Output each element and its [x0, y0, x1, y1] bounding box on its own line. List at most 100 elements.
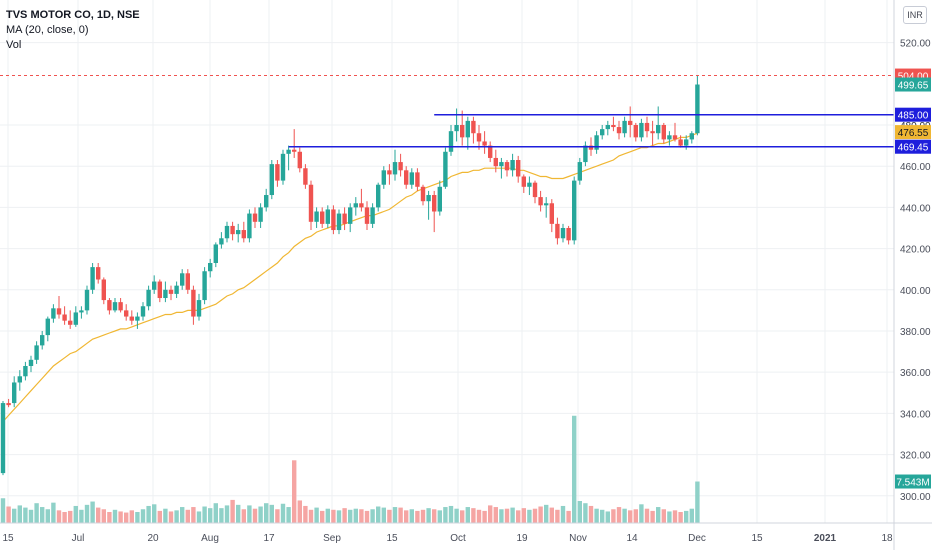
- volume-bar: [684, 510, 689, 523]
- candle-body: [336, 213, 342, 231]
- volume-bar: [28, 509, 34, 523]
- volume-bar: [622, 508, 627, 523]
- candle-body: [208, 263, 213, 272]
- volume-bar: [432, 509, 437, 523]
- x-tick-label: Dec: [688, 533, 706, 544]
- candle-body: [213, 244, 218, 263]
- candle-body: [488, 145, 493, 158]
- volume-bar: [101, 509, 106, 523]
- candle-body: [124, 310, 129, 317]
- candle-body: [12, 382, 17, 404]
- volume-bar: [471, 508, 476, 523]
- last-close-label: 499.65: [898, 81, 929, 92]
- candle-body: [594, 135, 599, 150]
- candle-body: [56, 308, 62, 315]
- candle-body: [577, 162, 582, 181]
- y-tick-label: 460.00: [900, 162, 931, 173]
- candle-body: [264, 195, 269, 208]
- candle-body: [381, 170, 386, 185]
- candle-body: [605, 124, 610, 130]
- candle-body: [297, 151, 302, 169]
- volume-bar: [336, 510, 342, 523]
- volume-bar: [348, 509, 353, 523]
- currency-badge[interactable]: INR: [903, 6, 927, 24]
- volume-bar: [678, 512, 683, 523]
- candle-body: [443, 151, 448, 187]
- volume-bar: [90, 501, 95, 523]
- candle-body: [174, 285, 179, 294]
- volume-bar: [292, 460, 297, 523]
- candle-body: [420, 186, 426, 202]
- volume-bar: [387, 509, 392, 523]
- volume-bar: [577, 501, 582, 523]
- volume-bar: [555, 509, 560, 523]
- candle-body: [695, 84, 700, 134]
- volume-bar: [208, 508, 213, 523]
- candle-body: [280, 153, 286, 181]
- candle-body: [45, 318, 50, 336]
- candle-body: [588, 145, 594, 150]
- volume-bar: [600, 509, 605, 523]
- candle-body: [672, 135, 678, 140]
- candle-body: [196, 300, 202, 317]
- x-tick-label: Aug: [201, 533, 219, 544]
- candle-body: [241, 230, 246, 239]
- candle-body: [454, 124, 459, 132]
- volume-bar: [0, 498, 6, 523]
- volume-bar: [286, 507, 291, 523]
- candle-body: [269, 164, 274, 196]
- volume-bar: [460, 510, 465, 523]
- x-tick-label: 15: [751, 533, 763, 544]
- candle-body: [348, 207, 353, 224]
- candle-body: [79, 310, 84, 313]
- candle-body: [129, 316, 134, 321]
- volume-bar: [185, 509, 190, 523]
- candle-body: [639, 122, 644, 138]
- moving-average: [2, 132, 698, 423]
- volume-bar: [488, 505, 493, 523]
- candle-body: [118, 302, 123, 311]
- volume-bar: [135, 512, 140, 523]
- y-tick-label: 520.00: [900, 39, 931, 50]
- candle-body: [17, 376, 22, 383]
- candle-body: [370, 207, 375, 224]
- volume-bar: [303, 505, 308, 523]
- volume-bar: [493, 507, 498, 523]
- candle-body: [521, 176, 526, 187]
- candle-body: [252, 213, 258, 222]
- chart-legend: TVS MOTOR CO, 1D, NSE MA (20, close, 0) …: [6, 8, 140, 53]
- volume-bar: [695, 481, 700, 523]
- volume-bar: [84, 504, 90, 523]
- candles: [0, 75, 700, 476]
- volume-bar: [275, 509, 280, 523]
- volume-bar: [532, 508, 538, 523]
- candle-body: [90, 267, 95, 290]
- candle-body: [560, 227, 566, 239]
- candle-body: [185, 273, 190, 290]
- x-tick-label: Nov: [569, 533, 587, 544]
- volume-bar: [415, 510, 420, 523]
- candle-body: [633, 124, 638, 138]
- volume-bar: [224, 505, 230, 523]
- volume-bar: [12, 508, 17, 523]
- candle-body: [180, 273, 185, 286]
- y-tick-label: 380.00: [900, 327, 931, 338]
- volume-bar: [639, 504, 644, 523]
- volume-bar: [359, 509, 364, 523]
- y-tick-label: 360.00: [900, 368, 931, 379]
- volume-bar: [504, 508, 510, 523]
- candle-body: [650, 131, 655, 134]
- volume-bar: [409, 509, 414, 523]
- volume-bar: [146, 505, 151, 523]
- candle-body: [292, 149, 297, 152]
- candle-body: [493, 157, 498, 167]
- y-tick-label: 320.00: [900, 451, 931, 462]
- candle-body: [202, 271, 207, 301]
- volume-bar: [247, 505, 252, 523]
- volume-bar: [476, 509, 482, 523]
- volume-bar: [628, 510, 633, 523]
- volume-bar: [392, 507, 398, 523]
- volume-bar: [152, 504, 157, 523]
- volume-bar: [331, 509, 336, 523]
